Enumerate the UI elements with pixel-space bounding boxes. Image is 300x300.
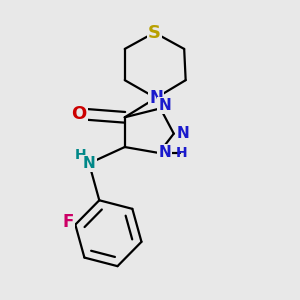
- Text: H: H: [176, 146, 187, 160]
- Text: N: N: [83, 156, 95, 171]
- Text: N: N: [149, 89, 163, 107]
- Text: N: N: [158, 146, 171, 160]
- Text: S: S: [148, 24, 161, 42]
- Text: H: H: [75, 148, 87, 162]
- Text: O: O: [71, 105, 86, 123]
- Text: F: F: [62, 213, 74, 231]
- Text: N: N: [176, 126, 189, 141]
- Text: N: N: [158, 98, 171, 113]
